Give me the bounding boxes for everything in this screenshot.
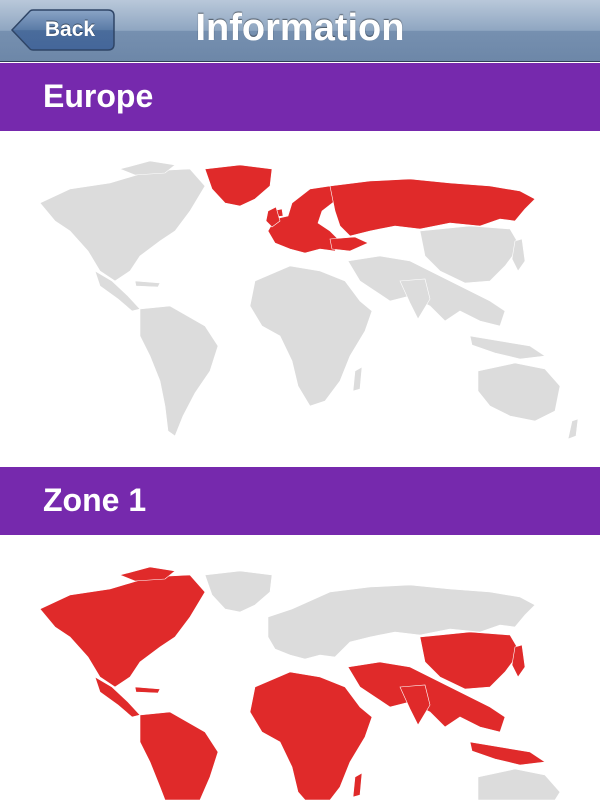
section-header-europe: Europe — [0, 63, 600, 131]
map-panel-europe — [0, 131, 600, 465]
section-title-zone-1: Zone 1 — [43, 482, 147, 518]
section-header-zone-1: Zone 1 — [0, 467, 600, 535]
navigation-bar: Back Information — [0, 0, 600, 62]
map-panel-zone-1 — [0, 537, 600, 800]
section-title-europe: Europe — [43, 78, 154, 114]
back-button-shape — [10, 9, 115, 51]
page-title: Information — [195, 7, 405, 49]
back-button-label: Back — [44, 18, 96, 41]
world-map-icon — [39, 160, 579, 440]
world-map-icon — [39, 566, 561, 800]
back-button[interactable]: Back — [10, 9, 115, 51]
